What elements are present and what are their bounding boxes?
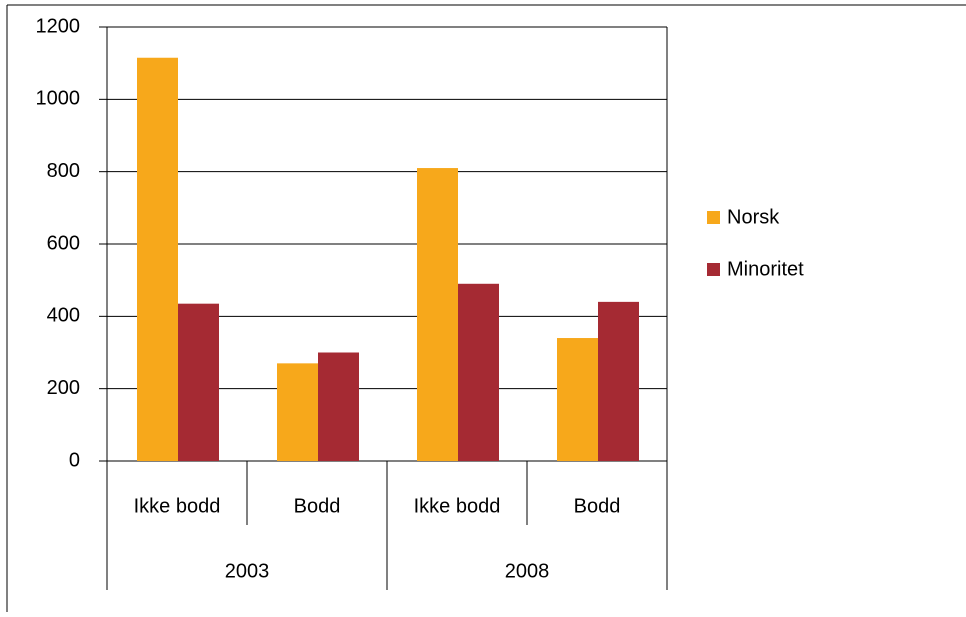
y-tick-label: 200	[47, 377, 80, 399]
bar	[277, 363, 318, 461]
y-tick-label: 0	[69, 449, 80, 471]
y-tick-label: 1000	[36, 88, 81, 110]
bar	[178, 303, 219, 461]
y-tick-label: 1200	[36, 15, 81, 37]
y-tick-label: 600	[47, 232, 80, 254]
legend-swatch	[707, 263, 720, 276]
bar	[417, 168, 458, 462]
bar	[598, 301, 639, 461]
group-label: 2003	[225, 560, 270, 582]
y-tick-label: 800	[47, 160, 80, 182]
group-label: 2008	[505, 560, 550, 582]
legend-swatch	[707, 211, 720, 224]
bar	[557, 338, 598, 461]
x-tick-label: Ikke bodd	[414, 495, 501, 517]
x-tick-label: Bodd	[294, 495, 341, 517]
legend-label: Norsk	[727, 206, 780, 228]
bar	[318, 352, 359, 461]
bar	[458, 283, 499, 461]
legend-label: Minoritet	[727, 258, 804, 280]
bar	[137, 57, 178, 461]
x-tick-label: Bodd	[574, 495, 621, 517]
y-tick-label: 400	[47, 305, 80, 327]
x-tick-label: Ikke bodd	[134, 495, 221, 517]
